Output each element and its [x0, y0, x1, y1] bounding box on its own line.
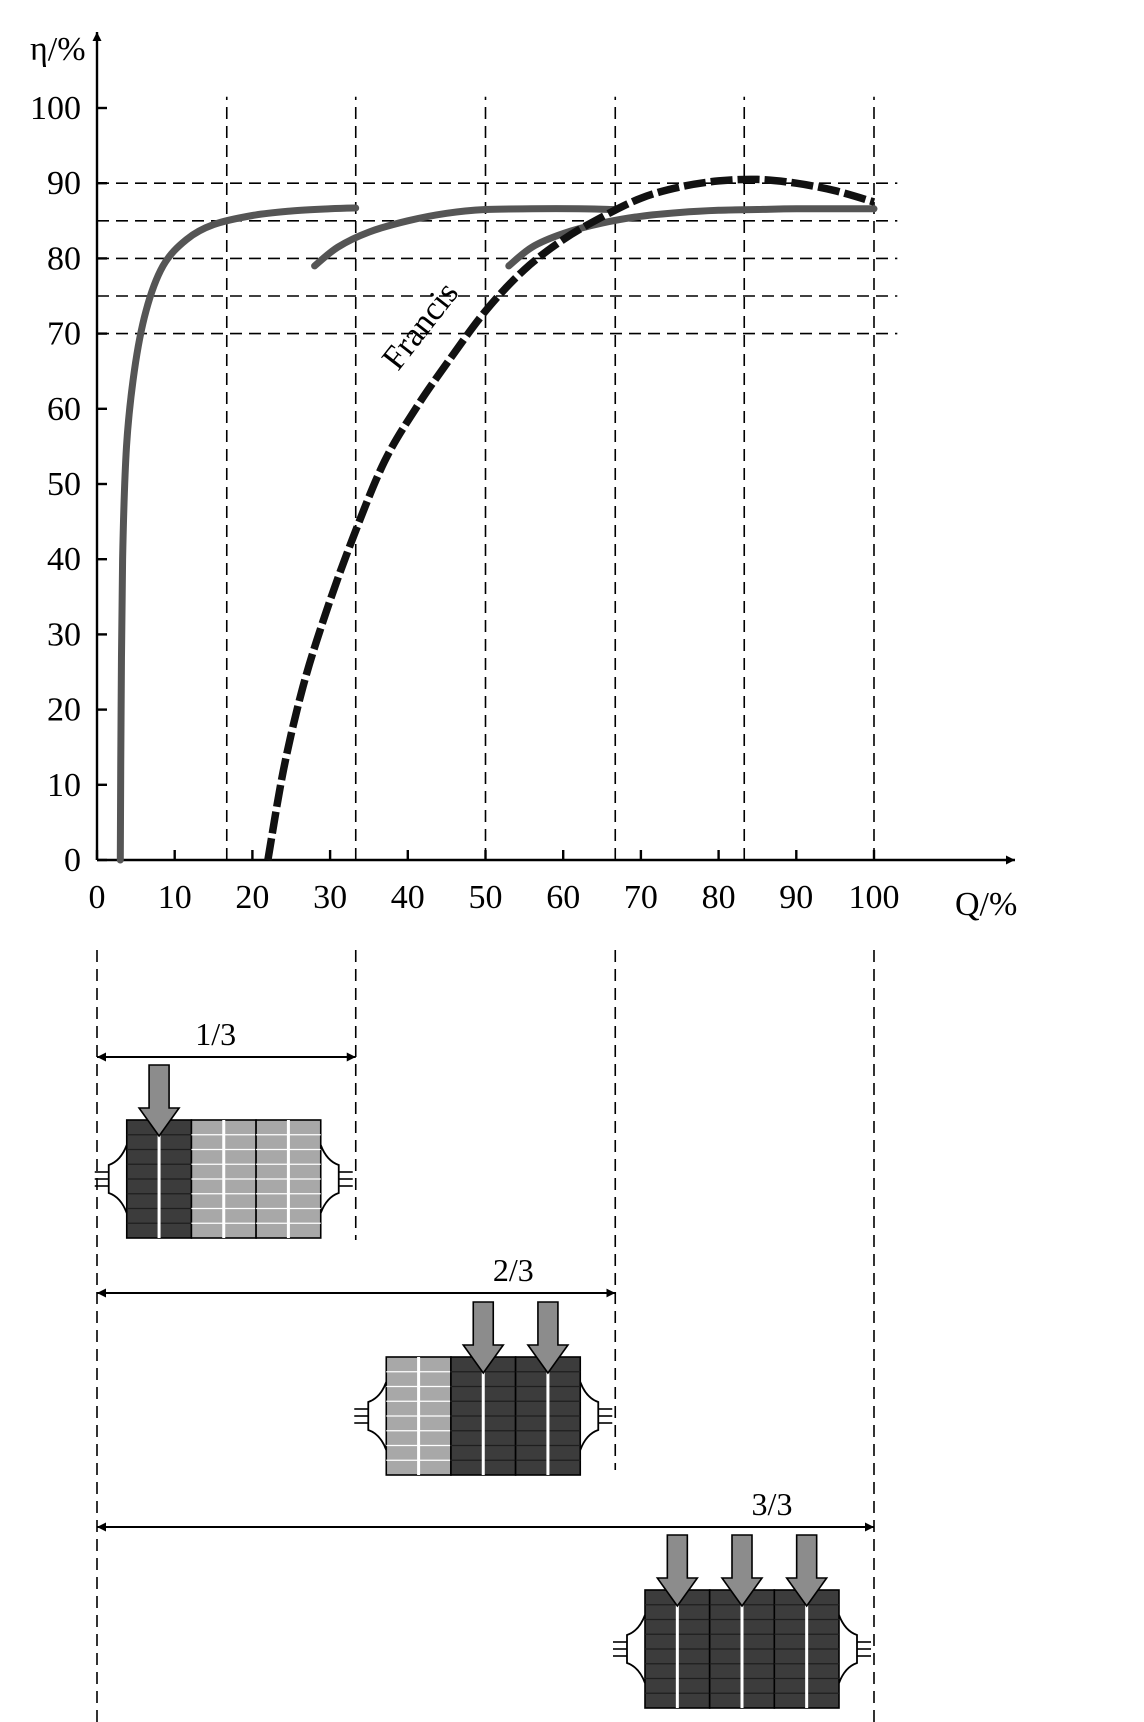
flow-arrow — [785, 1534, 829, 1608]
turbine-unit-3/3 — [613, 1534, 871, 1709]
y-axis-title: η/% — [30, 31, 86, 68]
unit-connector — [367, 1381, 388, 1451]
x-tick-label: 70 — [624, 879, 658, 916]
x-axis-title-text: Q/% — [955, 886, 1017, 923]
y-tick-label: 60 — [47, 391, 81, 428]
unit-efficiency-curve-2 — [311, 205, 619, 270]
turbine-unit-2/3 — [354, 1301, 613, 1476]
x-tick-label: 40 — [391, 879, 425, 916]
flow-arrow — [720, 1534, 764, 1608]
unit-efficiency-curve-3 — [505, 205, 878, 270]
axis-tick-labels: 0 10 20 30 40 50 60 70 80 90 100 0 10 20 30 40 50 60 70 80 9… — [30, 90, 900, 916]
unit-efficiency-curve-1 — [116, 204, 360, 864]
x-tick-label: 10 — [158, 879, 192, 916]
y-tick-label: 0 — [64, 842, 81, 879]
axis-ticks — [95, 106, 876, 862]
unit-configurations: 1/3 2/3 3/3 — [94, 950, 875, 1722]
x-tick-label: 90 — [779, 879, 813, 916]
x-tick-label: 20 — [235, 879, 269, 916]
francis-label: Francis — [375, 275, 466, 377]
y-axis-title-text: η/% — [30, 31, 86, 68]
x-tick-label: 50 — [469, 879, 503, 916]
axes — [92, 32, 1015, 865]
y-tick-label: 90 — [47, 165, 81, 202]
y-tick-label: 20 — [47, 692, 81, 729]
y-tick-label: 40 — [47, 541, 81, 578]
span-label: 1/3 — [195, 1016, 236, 1052]
unit-connector — [838, 1614, 858, 1684]
y-tick-label: 50 — [47, 466, 81, 503]
x-tick-label: 30 — [313, 879, 347, 916]
y-tick-label: 100 — [30, 90, 81, 127]
flow-arrow — [137, 1064, 181, 1138]
unit-connector — [107, 1144, 128, 1214]
y-tick-label: 30 — [47, 616, 81, 653]
flow-arrow — [655, 1534, 699, 1608]
francis-efficiency-curve — [264, 175, 876, 861]
x-tick-label: 100 — [849, 879, 900, 916]
x-tick-label: 0 — [89, 879, 106, 916]
x-tick-label: 80 — [702, 879, 736, 916]
turbine-unit-1/3 — [94, 1064, 353, 1239]
unit-connector — [626, 1614, 646, 1684]
flow-arrow — [461, 1301, 505, 1375]
unit-connector — [579, 1381, 600, 1451]
x-tick-label: 60 — [546, 879, 580, 916]
y-tick-label: 80 — [47, 240, 81, 277]
x-axis-title: Q/% — [955, 886, 1017, 923]
y-tick-label: 10 — [47, 767, 81, 804]
flow-arrow — [526, 1301, 570, 1375]
span-label: 3/3 — [752, 1486, 793, 1522]
efficiency-curves — [116, 175, 878, 864]
span-label: 2/3 — [493, 1252, 534, 1288]
y-tick-label: 70 — [47, 316, 81, 353]
unit-connector — [319, 1144, 340, 1214]
